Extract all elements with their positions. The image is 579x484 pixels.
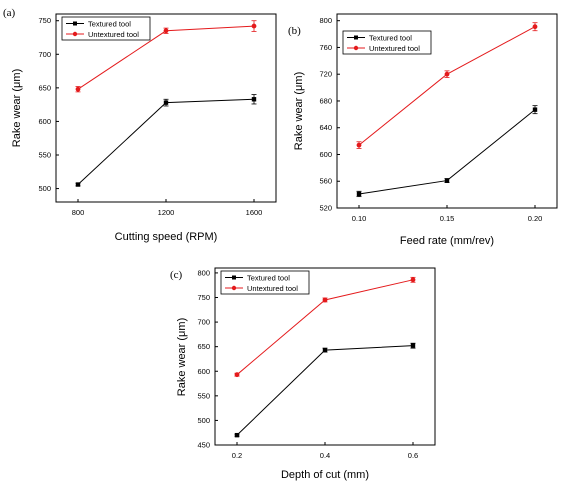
y-tick-label: 640 <box>319 123 332 132</box>
y-tick-label: 760 <box>319 43 332 52</box>
series-line <box>77 98 255 185</box>
y-tick-label: 600 <box>197 367 210 376</box>
x-tick-label: 0.6 <box>408 451 418 460</box>
y-axis-title: Rake wear (μm) <box>11 69 23 147</box>
data-point <box>251 97 257 102</box>
data-point <box>444 178 450 183</box>
y-tick-label: 650 <box>38 83 51 92</box>
y-tick-label: 800 <box>319 16 332 25</box>
legend: Textured tool Untextured tool <box>220 270 310 295</box>
data-point <box>75 86 81 92</box>
legend-marker <box>353 45 359 51</box>
data-point <box>322 347 328 353</box>
y-tick-label: 750 <box>38 16 51 25</box>
panel-label: (c) <box>170 269 183 281</box>
y-tick-label: 500 <box>38 184 51 193</box>
x-axis-title: Feed rate (mm/rev) <box>400 235 494 247</box>
y-tick-label: 600 <box>38 117 51 126</box>
legend-marker <box>72 31 78 37</box>
legend-entry: Untextured tool <box>247 284 298 293</box>
legend-entry: Textured tool <box>247 273 290 282</box>
legend-entry: Textured tool <box>88 19 131 28</box>
x-axis-title: Cutting speed (RPM) <box>115 231 218 243</box>
y-tick-label: 800 <box>197 268 210 277</box>
series-line <box>236 345 414 436</box>
legend-marker <box>73 21 77 26</box>
y-tick-label: 550 <box>197 391 210 400</box>
chart-panel: 450 500 550 600 650 700 750 800 0.2 0.4 0.6 Texture… <box>170 267 436 481</box>
y-axis-title: Rake wear (μm) <box>176 318 188 396</box>
x-tick-label: 1600 <box>246 208 263 217</box>
legend-marker <box>232 275 236 280</box>
panel-label: (a) <box>3 7 16 19</box>
legend-entry: Untextured tool <box>88 30 139 39</box>
data-point <box>234 372 240 378</box>
y-tick-label: 520 <box>319 204 332 213</box>
y-axis-title: Rake wear (μm) <box>293 72 305 150</box>
x-tick-label: 0.4 <box>320 451 330 460</box>
data-point <box>410 277 416 283</box>
y-tick-label: 650 <box>197 342 210 351</box>
data-point <box>251 23 257 29</box>
data-point <box>163 28 169 34</box>
chart-panel: 500 550 600 650 700 750 800 1200 1600 Textured to… <box>3 7 277 243</box>
x-tick-label: 1200 <box>158 208 175 217</box>
panel-label: (b) <box>288 25 301 37</box>
x-tick-label: 0.20 <box>528 214 543 223</box>
plot-frame <box>214 267 436 446</box>
y-tick-label: 720 <box>319 70 332 79</box>
legend-entry: Textured tool <box>369 33 412 42</box>
legend-entry: Untextured tool <box>369 44 420 53</box>
y-tick-label: 700 <box>197 318 210 327</box>
legend: Textured tool Untextured tool <box>61 16 151 41</box>
x-tick-label: 800 <box>72 208 85 217</box>
y-tick-label: 600 <box>319 150 332 159</box>
x-tick-label: 0.15 <box>440 214 455 223</box>
y-tick-label: 560 <box>319 177 332 186</box>
data-point <box>532 24 538 30</box>
legend-marker <box>354 35 358 40</box>
y-tick-label: 500 <box>197 416 210 425</box>
data-point <box>75 182 81 187</box>
y-tick-label: 680 <box>319 96 332 105</box>
y-tick-label: 700 <box>38 50 51 59</box>
data-point <box>234 432 240 438</box>
legend-marker <box>231 285 237 291</box>
data-point <box>532 107 538 112</box>
y-tick-label: 550 <box>38 151 51 160</box>
data-point <box>410 343 416 348</box>
x-tick-label: 0.10 <box>352 214 367 223</box>
x-tick-label: 0.2 <box>232 451 242 460</box>
x-axis-title: Depth of cut (mm) <box>281 469 369 481</box>
y-tick-label: 450 <box>197 441 210 450</box>
y-tick-label: 750 <box>197 293 210 302</box>
legend: Textured tool Untextured tool <box>342 30 432 55</box>
data-point <box>444 71 450 77</box>
data-point <box>163 100 169 105</box>
data-point <box>356 191 362 197</box>
chart-panel: 520 560 600 640 680 720 760 800 0.10 0.15 0.20 Text… <box>288 13 558 247</box>
data-point <box>356 142 362 148</box>
data-point <box>322 297 328 303</box>
